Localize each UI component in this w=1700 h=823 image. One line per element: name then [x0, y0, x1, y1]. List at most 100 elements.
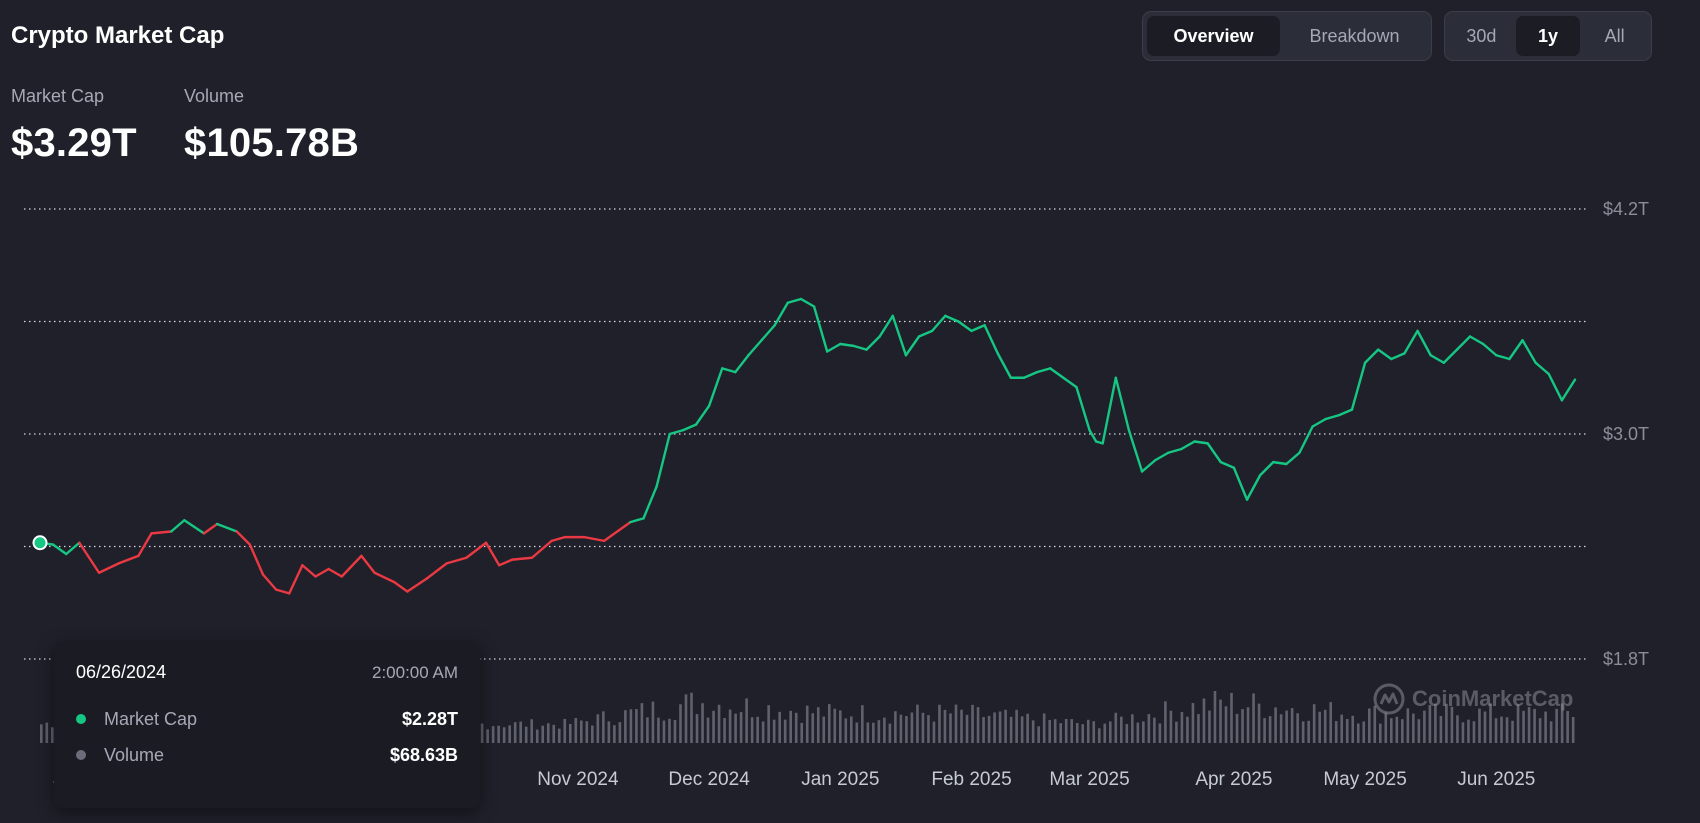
price-line-segment — [360, 554, 376, 574]
volume-bar — [530, 719, 534, 743]
volume-bar — [756, 716, 759, 743]
volume-bar — [938, 704, 941, 743]
volume-bar — [1483, 711, 1487, 743]
volume-bar — [998, 711, 1002, 743]
price-line-segment — [65, 541, 81, 556]
volume-bar — [552, 724, 556, 743]
volume-bar — [585, 721, 589, 743]
volume-bar — [1555, 708, 1558, 743]
range-30d-tab[interactable]: 30d — [1466, 25, 1497, 46]
tooltip-date: 06/26/2024 — [76, 662, 167, 682]
volume-bar — [883, 717, 886, 743]
volume-bar — [546, 723, 550, 743]
price-line-segment — [642, 485, 658, 520]
volume-bar — [1549, 721, 1553, 743]
volume-bar — [513, 722, 517, 743]
volume-bar — [888, 723, 892, 743]
volume-bar — [1235, 713, 1239, 743]
volume-bar — [580, 720, 583, 743]
price-line-segment — [1153, 451, 1170, 462]
price-line-segment — [1272, 460, 1288, 466]
volume-bar — [1103, 723, 1107, 743]
volume-bar — [1390, 718, 1393, 743]
volume-bar — [1257, 703, 1261, 743]
price-line-segment — [1324, 414, 1341, 421]
volume-bar — [1086, 719, 1090, 743]
volume-bar — [613, 725, 616, 743]
volume-bar — [827, 704, 831, 743]
volume-bar — [1131, 714, 1134, 743]
volume-bar — [563, 718, 567, 743]
volume-bar — [943, 709, 947, 743]
volume-bar — [954, 704, 958, 743]
volume-bar — [618, 722, 622, 743]
x-tick-label-8: Jun 2025 — [1457, 769, 1535, 790]
price-line-segment — [1114, 376, 1131, 432]
volume-bar — [1153, 717, 1156, 743]
volume-bar — [717, 704, 721, 743]
volume-bar — [1461, 722, 1465, 743]
volume-bar — [1279, 714, 1283, 743]
tooltip-market-cap-label: Market Cap — [104, 708, 198, 729]
view-toggle: Overview Breakdown — [1142, 11, 1432, 61]
tooltip-volume-label: Volume — [104, 744, 165, 765]
volume-bar — [668, 718, 671, 743]
volume-bar — [811, 713, 815, 743]
price-line-segment — [1075, 385, 1091, 432]
price-line-segment — [904, 335, 921, 357]
volume-bar — [734, 713, 737, 743]
volume-bar — [1362, 721, 1366, 743]
price-line-segment — [1534, 361, 1550, 376]
range-1y-tab[interactable]: 1y — [1515, 16, 1581, 56]
price-line-segment — [78, 541, 101, 574]
volume-bar — [1395, 716, 1399, 743]
volume-bar — [1401, 719, 1404, 743]
volume-bar — [833, 708, 837, 743]
market-cap-dot-icon — [76, 714, 86, 724]
volume-bar — [1566, 711, 1569, 743]
price-line-segment — [1127, 429, 1144, 473]
volume-bar — [767, 705, 770, 743]
range-all-tab[interactable]: All — [1604, 25, 1625, 46]
volume-bar — [850, 716, 853, 743]
volume-bar — [1136, 722, 1140, 743]
price-line-segment — [1521, 339, 1537, 364]
volume-bar — [574, 717, 578, 743]
overview-tab[interactable]: Overview — [1147, 16, 1281, 56]
volume-bar — [789, 710, 792, 743]
volume-bar — [1445, 703, 1448, 743]
volume-bar — [723, 717, 726, 743]
volume-bar — [1070, 719, 1074, 743]
coinmarketcap-logo-icon — [1373, 683, 1405, 715]
volume-bar — [982, 717, 985, 743]
y-axis: $4.2T $3.0T $1.8T — [1603, 199, 1649, 669]
price-line-segment — [327, 567, 343, 578]
volume-bar — [1224, 706, 1228, 743]
volume-bar — [783, 719, 787, 743]
price-line-segment — [878, 314, 894, 338]
price-line-segment — [1285, 451, 1301, 466]
breakdown-tab[interactable]: Breakdown — [1309, 25, 1400, 46]
price-line-segment — [1377, 348, 1393, 361]
volume-bar — [602, 711, 605, 743]
price-line-segment — [1508, 339, 1524, 361]
volume-bar — [695, 714, 699, 743]
volume-bar — [1108, 721, 1112, 743]
volume-value: $105.78B — [184, 121, 360, 165]
volume-bar — [971, 704, 974, 743]
volume-bar — [607, 721, 611, 743]
volume-bar — [1202, 698, 1206, 743]
price-line-segment — [97, 562, 120, 574]
price-line-segment — [629, 517, 645, 524]
price-line-segment — [681, 423, 698, 432]
volume-bar — [1031, 720, 1035, 743]
volume-bar — [1560, 703, 1564, 743]
volume-bar — [1351, 715, 1355, 743]
volume-bar — [794, 712, 798, 743]
price-line-segment — [917, 329, 934, 338]
price-line-segment — [425, 562, 448, 580]
volume-bar — [1307, 720, 1310, 743]
volume-bar — [629, 709, 633, 743]
volume-bar — [1053, 719, 1057, 743]
